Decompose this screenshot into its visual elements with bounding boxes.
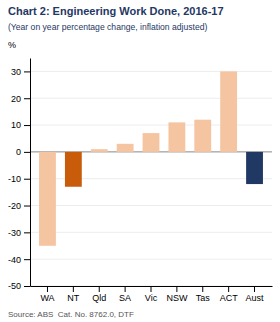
title: Chart 2: Engineering Work Done, 2016-17 [8, 5, 224, 17]
bar [194, 120, 211, 152]
x-tick: NSW [166, 286, 188, 303]
bars [39, 71, 263, 245]
y-tick: 20 [11, 94, 30, 104]
x-tick-label: Tas [196, 293, 211, 303]
y-tick-mark [24, 152, 30, 153]
y-tick-label: 20 [11, 94, 21, 104]
x-tick: ACT [220, 286, 239, 303]
y-tick: 10 [11, 120, 30, 130]
x-tick-label: Aust [246, 293, 265, 303]
bar [117, 144, 134, 152]
bar [168, 122, 185, 152]
y-tick-label: 10 [11, 120, 21, 130]
bar [246, 152, 263, 184]
x-tick: Vic [145, 286, 158, 303]
y-tick: 30 [11, 67, 30, 77]
bar [65, 152, 82, 187]
grid-line [30, 259, 272, 260]
y-tick-label: -20 [8, 201, 21, 211]
y-tick-mark [24, 125, 30, 126]
y-tick: -30 [8, 228, 30, 238]
grid-line [30, 232, 272, 233]
x-tick-mark [254, 286, 255, 292]
x-tick-mark [47, 286, 48, 292]
x-tick-mark [73, 286, 74, 292]
x-tick-mark [151, 286, 152, 292]
x-tick-label: NSW [166, 293, 188, 303]
y-tick-label: -30 [8, 228, 21, 238]
x-tick-mark [202, 286, 203, 292]
x-tick: Tas [196, 286, 211, 303]
y-tick-mark [24, 259, 30, 260]
y-tick-mark [24, 179, 30, 180]
y-tick-label: 0 [16, 147, 21, 157]
x-tick-mark [125, 286, 126, 292]
y-tick-mark [24, 71, 30, 72]
subtitle: (Year on year percentage change, inflati… [8, 22, 208, 32]
y-tick-mark [24, 206, 30, 207]
y-axis: -50 -40 -30 -20 -10 0 10 20 30 [8, 59, 31, 292]
grid-line [30, 205, 272, 206]
y-tick: -10 [8, 174, 30, 184]
x-tick-label: WA [40, 293, 54, 303]
x-tick-label: Vic [145, 293, 158, 303]
x-tick-mark [228, 286, 229, 292]
y-tick: 0 [16, 147, 30, 157]
x-tick-label: ACT [220, 293, 239, 303]
x-tick-label: NT [67, 293, 79, 303]
y-tick-label: -10 [8, 174, 21, 184]
x-tick-label: Qld [92, 293, 106, 303]
x-tick: NT [67, 286, 79, 303]
x-tick-label: SA [119, 293, 131, 303]
y-tick-label: 30 [11, 67, 21, 77]
x-tick: Aust [246, 286, 265, 303]
x-tick: SA [119, 286, 131, 303]
x-axis: WA NT Qld SA Vic NSW Tas ACT Aust [31, 286, 273, 303]
y-tick-mark [24, 232, 30, 233]
bar [143, 133, 160, 152]
bar [39, 152, 56, 246]
y-tick: -40 [8, 255, 30, 265]
y-axis-line [30, 59, 31, 287]
y-axis-label: % [8, 40, 16, 50]
y-tick-label: -40 [8, 255, 21, 265]
bar [91, 149, 108, 152]
y-tick-mark [24, 286, 30, 287]
y-tick-mark [24, 98, 30, 99]
x-tick-mark [99, 286, 100, 292]
y-tick-label: -50 [8, 281, 21, 291]
y-tick: -20 [8, 201, 30, 211]
x-tick: WA [40, 286, 54, 303]
y-tick: -50 [8, 281, 30, 291]
chart: Chart 2: Engineering Work Done, 2016-17 (… [0, 0, 280, 322]
x-tick: Qld [92, 286, 106, 303]
grid [30, 71, 272, 286]
plot: -50 -40 -30 -20 -10 0 10 20 30 WA NT Qld SA Vic NSW Tas… [8, 59, 273, 304]
source: Source: ABS Cat. No. 8762.0, DTF [8, 310, 134, 319]
bar [220, 71, 237, 151]
x-tick-mark [176, 286, 177, 292]
